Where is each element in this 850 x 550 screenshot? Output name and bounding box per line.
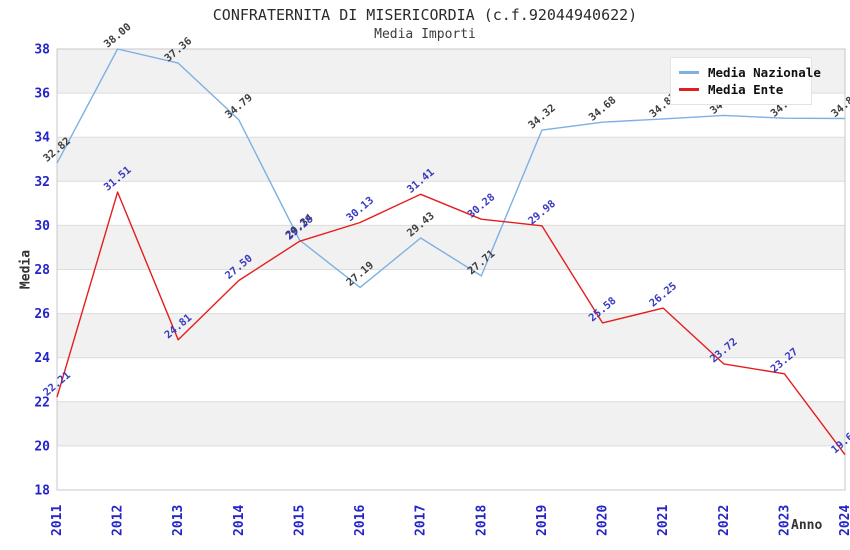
chart-subtitle: Media Importi [374,27,476,42]
data-point-label: 34.32 [526,102,558,132]
legend-line-swatch-ente [679,88,699,91]
data-point-label: 26.25 [647,280,679,310]
y-tick-label: 30 [34,219,50,234]
legend-label-ente: Media Ente [708,82,784,97]
data-point-label: 29.98 [526,198,558,228]
x-tick-label: 2016 [353,505,368,536]
y-tick-label: 22 [34,395,50,410]
x-tick-label: 2020 [596,505,611,536]
x-tick-label: 2017 [414,505,429,536]
y-tick-label: 28 [34,263,50,278]
band-row [57,225,845,270]
legend-label-nazionale: Media Nazionale [708,65,821,80]
y-tick-label: 34 [34,131,50,146]
chart-title: CONFRATERNITA DI MISERICORDIA (c.f.92044… [212,6,638,24]
x-tick-label: 2022 [717,505,732,536]
y-tick-label: 38 [34,43,50,58]
x-tick-label: 2013 [171,505,186,536]
data-point-label: 34.85 [829,90,850,120]
y-tick-label: 36 [34,87,50,102]
y-tick-label: 26 [34,307,50,322]
data-point-label: 34.79 [223,92,255,122]
x-tick-label: 2018 [474,505,489,536]
y-tick-label: 32 [34,175,50,190]
x-tick-label: 2014 [232,505,247,536]
series-line-media-nazionale [56,48,846,289]
x-axis-title: Anno [791,518,823,533]
data-point-label: 38.00 [102,21,134,51]
band-row [57,401,845,446]
band-row [57,137,845,182]
data-point-label: 34.68 [587,94,619,124]
x-tick-label: 2024 [838,505,850,536]
band-row [57,313,845,358]
data-point-label: 30.13 [344,194,376,224]
legend-item-media-nazionale: Media Nazionale [679,64,821,81]
plot-border [56,48,846,491]
y-tick-label: 20 [34,439,50,454]
y-tick-label: 18 [34,484,50,499]
x-tick-label: 2019 [535,505,550,536]
legend: Media Nazionale Media Ente [670,57,821,105]
data-point-label: 30.28 [465,191,497,221]
legend-item-media-ente: Media Ente [679,81,803,98]
series-line-media-ente [56,191,846,456]
legend-line-swatch-nazionale [679,71,699,74]
x-tick-label: 2012 [111,505,126,536]
y-tick-label: 24 [34,351,50,366]
x-tick-label: 2023 [777,505,792,536]
x-tick-label: 2011 [50,505,65,536]
x-tick-label: 2015 [292,505,307,536]
x-tick-label: 2021 [656,505,671,536]
